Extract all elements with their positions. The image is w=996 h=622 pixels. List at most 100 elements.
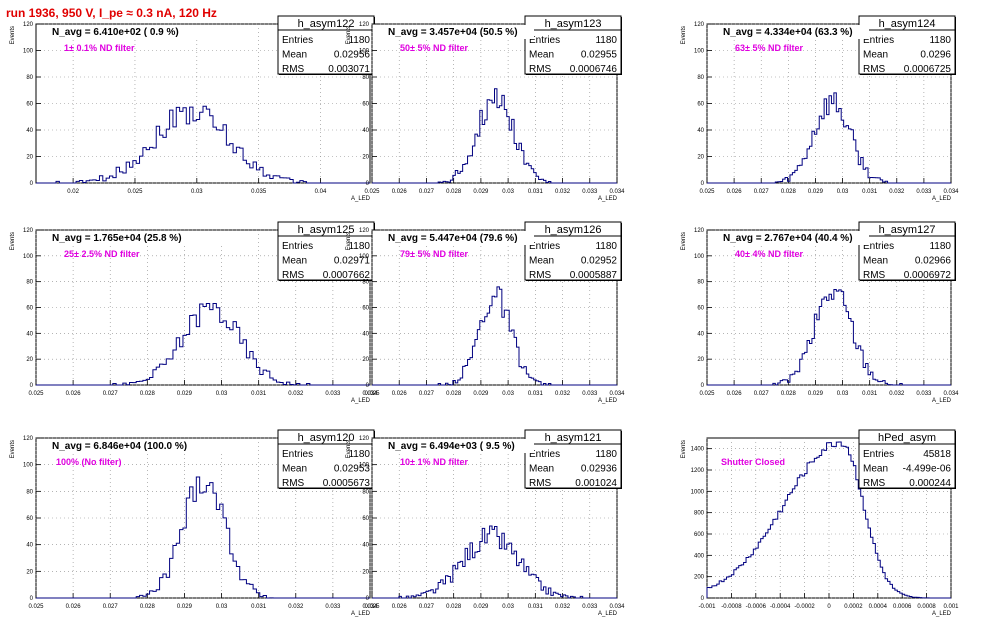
chart-hped-asym-y-tick-label: 1000 [691, 489, 705, 495]
chart-h-asym123-x-tick-label: 0.028 [446, 189, 462, 195]
run-title: run 1936, 950 V, I_pe ≈ 0.3 nA, 120 Hz [6, 6, 217, 20]
chart-h-asym125-y-tick-label: 120 [23, 228, 34, 234]
chart-h-asym125-x-tick-label: 0.03 [216, 391, 228, 397]
chart-h-asym126-ylabel: Events [346, 232, 352, 250]
chart-h-asym123-x-tick-label: 0.027 [419, 189, 435, 195]
chart-h-asym120-xlabel: A_LED [351, 611, 371, 617]
chart-h-asym124-stat-value: 1180 [929, 35, 951, 46]
chart-hped-asym-y-tick-label: 200 [694, 575, 705, 581]
chart-h-asym123-stat-value: 0.0006746 [570, 64, 618, 75]
chart-h-asym124-x-tick-label: 0.029 [808, 189, 824, 195]
chart-h-asym123-filter-label: 50± 5% ND filter [400, 43, 468, 53]
chart-h-asym127-navg-box [709, 231, 869, 245]
chart-h-asym121-filter-label: 10± 1% ND filter [400, 457, 468, 467]
chart-h-asym124-stat-value: 0.0296 [920, 50, 951, 61]
chart-hped-asym-y-tick-label: 1200 [691, 468, 705, 474]
chart-h-asym122-ylabel: Events [10, 26, 16, 44]
chart-h-asym125-y-tick-label: 60 [26, 306, 33, 312]
chart-h-asym121-x-tick-label: 0.03 [502, 604, 514, 610]
chart-h-asym122-x-tick-label: 0.025 [127, 189, 143, 195]
chart-hped-asym-y-tick-label: 400 [694, 553, 705, 559]
chart-h-asym127-y-tick-label: 40 [697, 331, 704, 337]
chart-h-asym126-x-tick-label: 0.033 [582, 391, 598, 397]
chart-hped-asym-stat-label: RMS [863, 478, 886, 489]
chart-h-asym121-histogram [372, 525, 617, 599]
chart-h-asym120-stat-value: 0.0005673 [323, 478, 371, 489]
chart-h-asym120-x-tick-label: 0.025 [28, 604, 44, 610]
chart-h-asym126-y-tick-label: 60 [362, 306, 369, 312]
chart-h-asym122-navg: N_avg = 6.410e+02 ( 0.9 %) [52, 27, 179, 38]
chart-h-asym121-y-tick-label: 120 [359, 436, 370, 442]
chart-h-asym126-statbox [524, 221, 622, 281]
chart-h-asym127-x-tick-label: 0.034 [943, 391, 959, 397]
chart-hped-asym-x-tick-label: -0.0004 [770, 604, 791, 610]
chart-h-asym123-navg: N_avg = 3.457e+04 (50.5 %) [388, 27, 518, 38]
chart-h-asym123-x-tick-label: 0.03 [502, 189, 514, 195]
chart-h-asym126-x-tick-label: 0.034 [609, 391, 625, 397]
chart-h-asym126-x-tick-label: 0.032 [555, 391, 571, 397]
chart-h-asym120-stat-value: 0.02953 [334, 464, 371, 475]
chart-h-asym125-y-tick-label: 100 [23, 254, 34, 260]
chart-h-asym120-y-tick-label: 20 [26, 569, 33, 575]
chart-h-asym123-stat-value: 1180 [595, 35, 617, 46]
chart-hped-asym-y-tick-label: 800 [694, 511, 705, 517]
chart-h-asym121-x-tick-label: 0.026 [392, 604, 408, 610]
chart-hped-asym-x-tick-label: 0 [827, 604, 831, 610]
chart-h-asym127-stat-value: 1180 [929, 241, 951, 252]
chart-h-asym126-x-tick-label: 0.029 [473, 391, 489, 397]
chart-h-asym125-histogram [36, 302, 370, 386]
chart-h-asym126-y-tick-label: 100 [359, 254, 370, 260]
chart-h-asym127-stat-label: RMS [863, 270, 886, 281]
chart-h-asym123-xlabel: A_LED [598, 196, 618, 202]
chart-h-asym121-x-tick-label: 0.029 [473, 604, 489, 610]
chart-h-asym120-x-tick-label: 0.028 [140, 604, 156, 610]
chart-h-asym121-y-tick-label: 0 [366, 596, 370, 602]
chart-h-asym120-x-tick-label: 0.027 [103, 604, 119, 610]
chart-h-asym121-x-tick-label: 0.028 [446, 604, 462, 610]
chart-h-asym124-y-tick-label: 20 [697, 155, 704, 161]
chart-h-asym124-stat-label: RMS [863, 64, 886, 75]
chart-h-asym126-filter-label: 79± 5% ND filter [400, 249, 468, 259]
chart-h-asym126-stat-label: RMS [529, 270, 552, 281]
chart-h-asym127-y-tick-label: 60 [697, 306, 704, 312]
chart-h-asym121-y-tick-label: 80 [362, 489, 369, 495]
chart-h-asym125-x-tick-label: 0.027 [103, 391, 119, 397]
chart-h-asym125-x-tick-label: 0.026 [66, 391, 82, 397]
chart-h-asym125-filter-label: 25± 2.5% ND filter [64, 249, 140, 259]
chart-h-asym121-x-tick-label: 0.033 [582, 604, 598, 610]
chart-h-asym124-x-tick-label: 0.033 [916, 189, 932, 195]
chart-h-asym127-statbox [858, 221, 956, 281]
chart-h-asym123-ylabel: Events [346, 26, 352, 44]
chart-h-asym126-y-tick-label: 40 [362, 331, 369, 337]
chart-h-asym126-x-tick-label: 0.027 [419, 391, 435, 397]
chart-h-asym127-y-tick-label: 20 [697, 357, 704, 363]
chart-h-asym121-xlabel: A_LED [598, 611, 618, 617]
chart-h-asym124-x-tick-label: 0.027 [754, 189, 770, 195]
chart-hped-asym-x-tick-label: 0.0006 [893, 604, 912, 610]
chart-h-asym123-x-tick-label: 0.026 [392, 189, 408, 195]
chart-h-asym121-y-tick-label: 20 [362, 569, 369, 575]
chart-h-asym122-y-tick-label: 20 [26, 155, 33, 161]
chart-hped-asym-x-tick-label: 0.0008 [917, 604, 936, 610]
chart-h-asym125-y-tick-label: 80 [26, 280, 33, 286]
chart-h-asym123-y-tick-label: 0 [366, 181, 370, 187]
chart-hped-asym-filter-label: Shutter Closed [721, 457, 785, 467]
chart-hped-asym-x-tick-label: -0.0002 [794, 604, 815, 610]
chart-h-asym123-y-tick-label: 20 [362, 155, 369, 161]
chart-h-asym123-stat-label: Mean [529, 50, 554, 61]
chart-h-asym125-x-tick-label: 0.033 [325, 391, 341, 397]
chart-hped-asym-statbox [858, 429, 956, 489]
chart-h-asym120-stat-label: RMS [282, 478, 305, 489]
chart-h-asym123-x-tick-label: 0.034 [609, 189, 625, 195]
chart-h-asym127-x-tick-label: 0.029 [808, 391, 824, 397]
chart-h-asym122-navg-box [38, 25, 224, 39]
chart-h-asym125-x-tick-label: 0.032 [288, 391, 304, 397]
chart-hped-asym-x-tick-label: 0.0004 [869, 604, 888, 610]
chart-h-asym123-stat-label: Entries [529, 35, 560, 46]
chart-hped-asym-stat-value: 45818 [923, 449, 951, 460]
chart-h-asym126-y-tick-label: 20 [362, 357, 369, 363]
chart-h-asym123-navg-box [374, 25, 534, 39]
chart-h-asym126-histogram [372, 286, 617, 386]
chart-h-asym120-stat-label: Mean [282, 464, 307, 475]
chart-h-asym121-y-tick-label: 60 [362, 516, 369, 522]
